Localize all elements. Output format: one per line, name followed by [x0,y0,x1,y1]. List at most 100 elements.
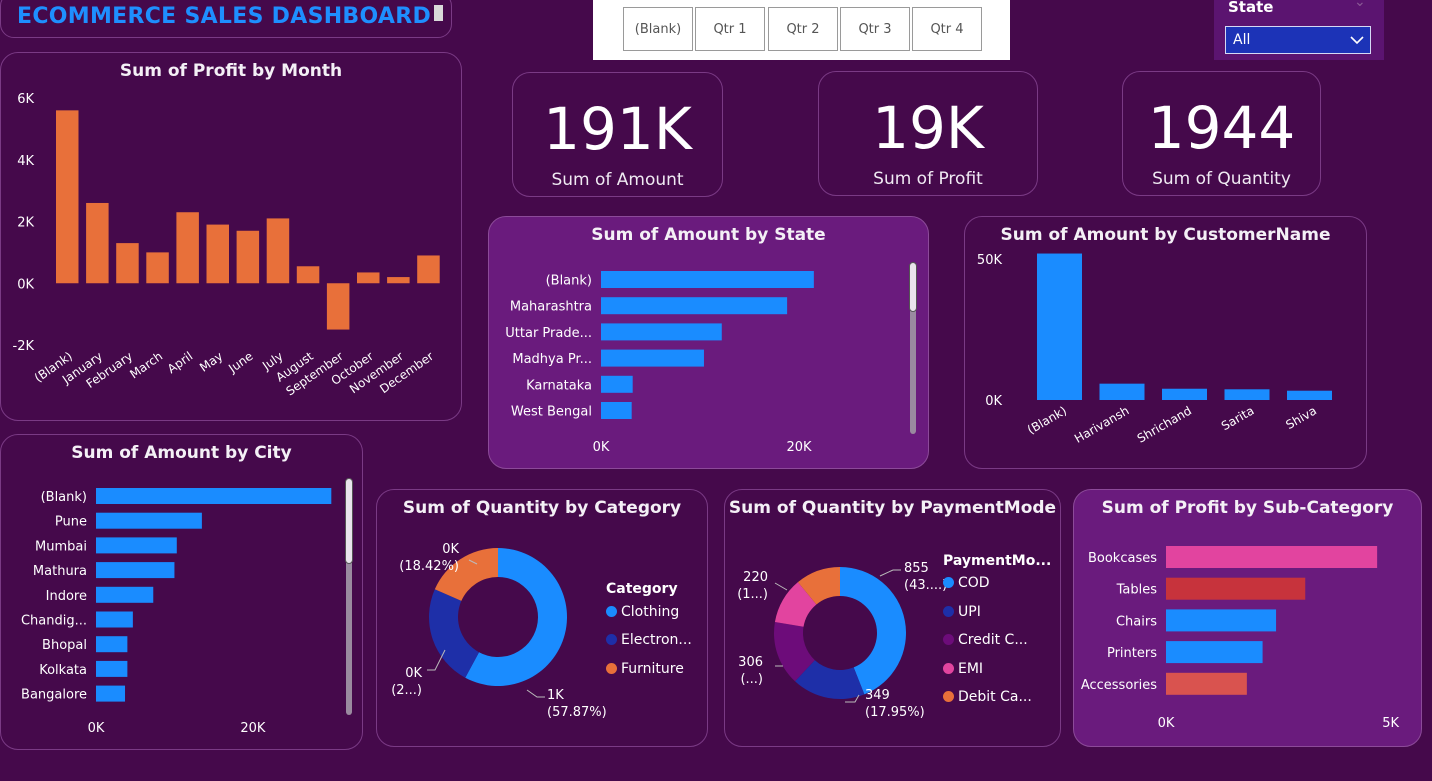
y-tick-label: Maharashtra [510,300,592,315]
legend-item-debit-card[interactable]: Debit Ca... [943,689,1032,705]
bar-november [387,277,410,284]
legend-item-clothing[interactable]: Clothing [606,604,679,620]
state-dropdown-value: All [1233,32,1251,48]
state-dropdown[interactable]: All [1225,26,1371,54]
kpi-label: Sum of Profit [873,169,983,189]
kpi-card-quantity: 1944 Sum of Quantity [1122,71,1321,196]
data-label-percent: (1...) [737,587,768,602]
scrollbar-thumb[interactable] [909,262,917,312]
y-tick-label: Kolkata [39,663,87,678]
legend-item-furniture[interactable]: Furniture [606,661,684,677]
bar-kolkata [96,660,128,677]
x-tick-label: 0K [1158,716,1175,731]
chart-title: Sum of Quantity by Category [402,498,682,518]
y-tick-label: Mumbai [35,539,87,554]
legend-item-electronics[interactable]: Electron... [606,632,692,648]
y-tick-label: Chairs [1116,614,1157,629]
legend-dot-icon [943,691,954,702]
legend-item-upi[interactable]: UPI [943,604,981,620]
bar-mathura [96,562,175,579]
bar-uttarprade [601,323,722,341]
y-tick-label: Karnataka [526,378,592,393]
slice-electron [429,589,480,678]
bar-sarita [1224,389,1270,400]
legend-dot-icon [606,606,617,617]
resize-handle-icon[interactable] [434,5,443,21]
slicer-option-qtr4[interactable]: Qtr 4 [912,7,982,51]
legend-dot-icon [943,577,954,588]
bar-bangalore [96,685,126,702]
amount-by-customer-chart: 50K 0K (Blank) Harivansh Shrichand Sarita Shiv… [977,253,1332,446]
kpi-label: Sum of Quantity [1152,169,1291,189]
y-tick-label: Chandig... [21,614,87,629]
amount-by-customer-card: Sum of Amount by CustomerName 50K 0K (Blan… [964,216,1367,469]
y-tick-label: Bhopal [42,638,87,653]
bar-bhopal [96,636,128,653]
chevron-down-icon [1350,36,1364,45]
chart-title: Sum of Profit by Month [119,61,343,81]
bar-blank [601,271,814,288]
bar-shiva [1287,390,1332,400]
slicer-option-qtr1[interactable]: Qtr 1 [695,7,765,51]
bar-shrichand [1162,388,1207,400]
bar-chairs [1166,609,1277,632]
y-tick-label: Tables [1116,583,1158,598]
bar-july [266,218,290,284]
quarter-slicer: (Blank) Qtr 1 Qtr 2 Qtr 3 Qtr 4 [593,0,1010,60]
bar-january [86,202,109,284]
x-tick-label: 0K [593,440,610,455]
collapse-chevron-icon[interactable]: ⌄ [1354,0,1366,10]
amount-by-city-chart: (Blank) Pune Mumbai Mathura Indore Chandig...… [21,488,332,736]
bar-march [146,252,169,284]
bar-tables [1166,577,1306,600]
chart-title: Sum of Amount by City [71,443,292,463]
kpi-value: 1944 [1147,94,1296,162]
data-label-value: 0K [442,542,459,557]
bar-september [326,283,350,330]
data-label-percent: (43....) [904,578,947,593]
bar-june [236,230,260,284]
slicer-option-qtr2[interactable]: Qtr 2 [768,7,838,51]
kpi-value: 191K [543,95,692,163]
y-tick-label: West Bengal [511,405,592,420]
leader-line [427,649,446,671]
leader-line [526,689,545,698]
profit-by-subcategory-chart: Bookcases Tables Chairs Printers Accessories… [1081,546,1399,731]
legend-item-cod[interactable]: COD [943,575,990,591]
leader-line [468,559,478,565]
legend-item-emi[interactable]: EMI [943,661,983,677]
amount-by-state-card: Sum of Amount by State (Blank) Maharashtr… [488,216,929,469]
x-tick-label: 0K [88,721,105,736]
x-tick-label: Shrichand [1135,403,1194,445]
scrollbar[interactable] [909,262,917,434]
chart-title: Sum of Amount by CustomerName [1000,225,1331,245]
slice-creditc [774,621,815,682]
legend-dot-icon [606,634,617,645]
x-tick-label: 20K [786,440,812,455]
bar-accessories [1166,672,1247,695]
slicer-option-blank[interactable]: (Blank) [623,7,693,51]
bar-december [417,255,440,284]
slice-clothing [465,548,567,686]
data-label-value: 855 [904,561,929,576]
scrollbar[interactable] [345,478,353,715]
page-title: ECOMMERCE SALES DASHBOARD [17,4,432,29]
bar-mumbai [96,537,177,554]
scrollbar-thumb[interactable] [345,478,353,564]
data-label-value: 306 [738,655,763,670]
data-label-value: 220 [743,570,768,585]
legend-item-credit-card[interactable]: Credit C... [943,632,1028,648]
data-label-value: 349 [865,688,890,703]
y-tick-label: Indore [46,589,87,604]
x-tick-label: June [225,349,255,376]
data-label-percent: (2...) [391,683,422,698]
bar-october [357,272,380,284]
quantity-by-category-chart: 1K (57.87%) 0K (2...) 0K (18.42%) [391,542,607,720]
amount-by-city-card: Sum of Amount by City (Blank) Pune Mumbai M… [0,434,363,750]
y-tick-label: 2K [17,216,34,231]
y-tick-label: -2K [13,339,35,354]
slicer-option-qtr3[interactable]: Qtr 3 [840,7,910,51]
legend-dot-icon [943,606,954,617]
bar-blank [96,488,332,504]
